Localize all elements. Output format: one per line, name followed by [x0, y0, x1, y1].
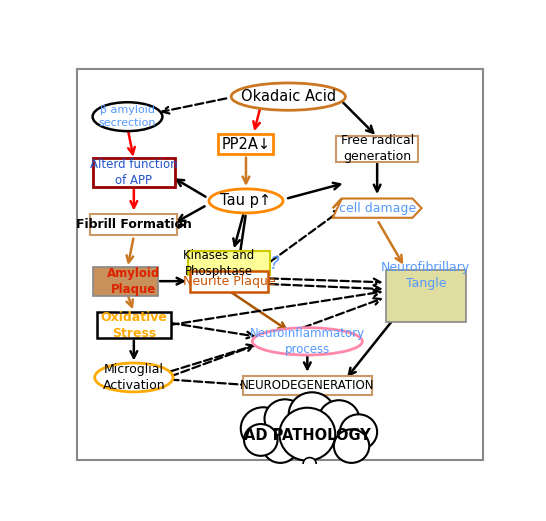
FancyBboxPatch shape	[76, 69, 483, 460]
Circle shape	[241, 407, 286, 450]
Text: Alterd function
of APP: Alterd function of APP	[90, 158, 177, 188]
Circle shape	[289, 392, 335, 437]
Ellipse shape	[231, 83, 346, 110]
Circle shape	[280, 408, 335, 461]
Text: Tau p↑: Tau p↑	[221, 193, 271, 208]
Circle shape	[264, 399, 305, 438]
Text: Oxidative
Stress: Oxidative Stress	[100, 311, 167, 340]
Text: Okadaic Acid: Okadaic Acid	[241, 89, 336, 104]
Text: Fibrill Formation: Fibrill Formation	[76, 218, 192, 231]
Text: AD PATHOLOGY: AD PATHOLOGY	[244, 428, 371, 443]
Ellipse shape	[252, 328, 363, 355]
Circle shape	[318, 400, 359, 439]
Text: Microglial
Activation: Microglial Activation	[103, 363, 165, 392]
Text: Kinases and
Phosphtase: Kinases and Phosphtase	[183, 249, 254, 278]
Text: Free radical
generation: Free radical generation	[341, 134, 414, 163]
Polygon shape	[333, 199, 422, 218]
Circle shape	[295, 468, 303, 477]
Text: PP2A↓: PP2A↓	[222, 137, 270, 152]
Circle shape	[303, 457, 316, 470]
FancyBboxPatch shape	[93, 158, 175, 187]
Text: ?: ?	[270, 255, 279, 273]
Text: cell damage: cell damage	[339, 202, 416, 215]
Circle shape	[340, 414, 377, 450]
Text: Neuroinflammatory
process: Neuroinflammatory process	[250, 327, 365, 356]
FancyBboxPatch shape	[336, 136, 418, 162]
FancyBboxPatch shape	[97, 312, 171, 338]
FancyBboxPatch shape	[385, 270, 466, 322]
FancyBboxPatch shape	[188, 252, 270, 275]
Circle shape	[334, 429, 369, 463]
Text: β amyloid
secrection: β amyloid secrection	[99, 105, 156, 128]
Text: Amyloid
Plaque: Amyloid Plaque	[107, 267, 161, 295]
FancyBboxPatch shape	[218, 134, 274, 154]
Circle shape	[263, 429, 298, 463]
Circle shape	[244, 424, 277, 456]
FancyBboxPatch shape	[190, 271, 268, 292]
Text: Neurite Plaque: Neurite Plaque	[183, 275, 275, 288]
Ellipse shape	[93, 102, 162, 131]
FancyBboxPatch shape	[91, 214, 177, 235]
Ellipse shape	[209, 189, 283, 213]
FancyBboxPatch shape	[243, 376, 372, 395]
Text: Neurofibrillary
Tangle: Neurofibrillary Tangle	[381, 262, 471, 290]
Text: NEURODEGENERATION: NEURODEGENERATION	[240, 379, 375, 392]
FancyBboxPatch shape	[93, 267, 158, 295]
Ellipse shape	[94, 363, 173, 392]
